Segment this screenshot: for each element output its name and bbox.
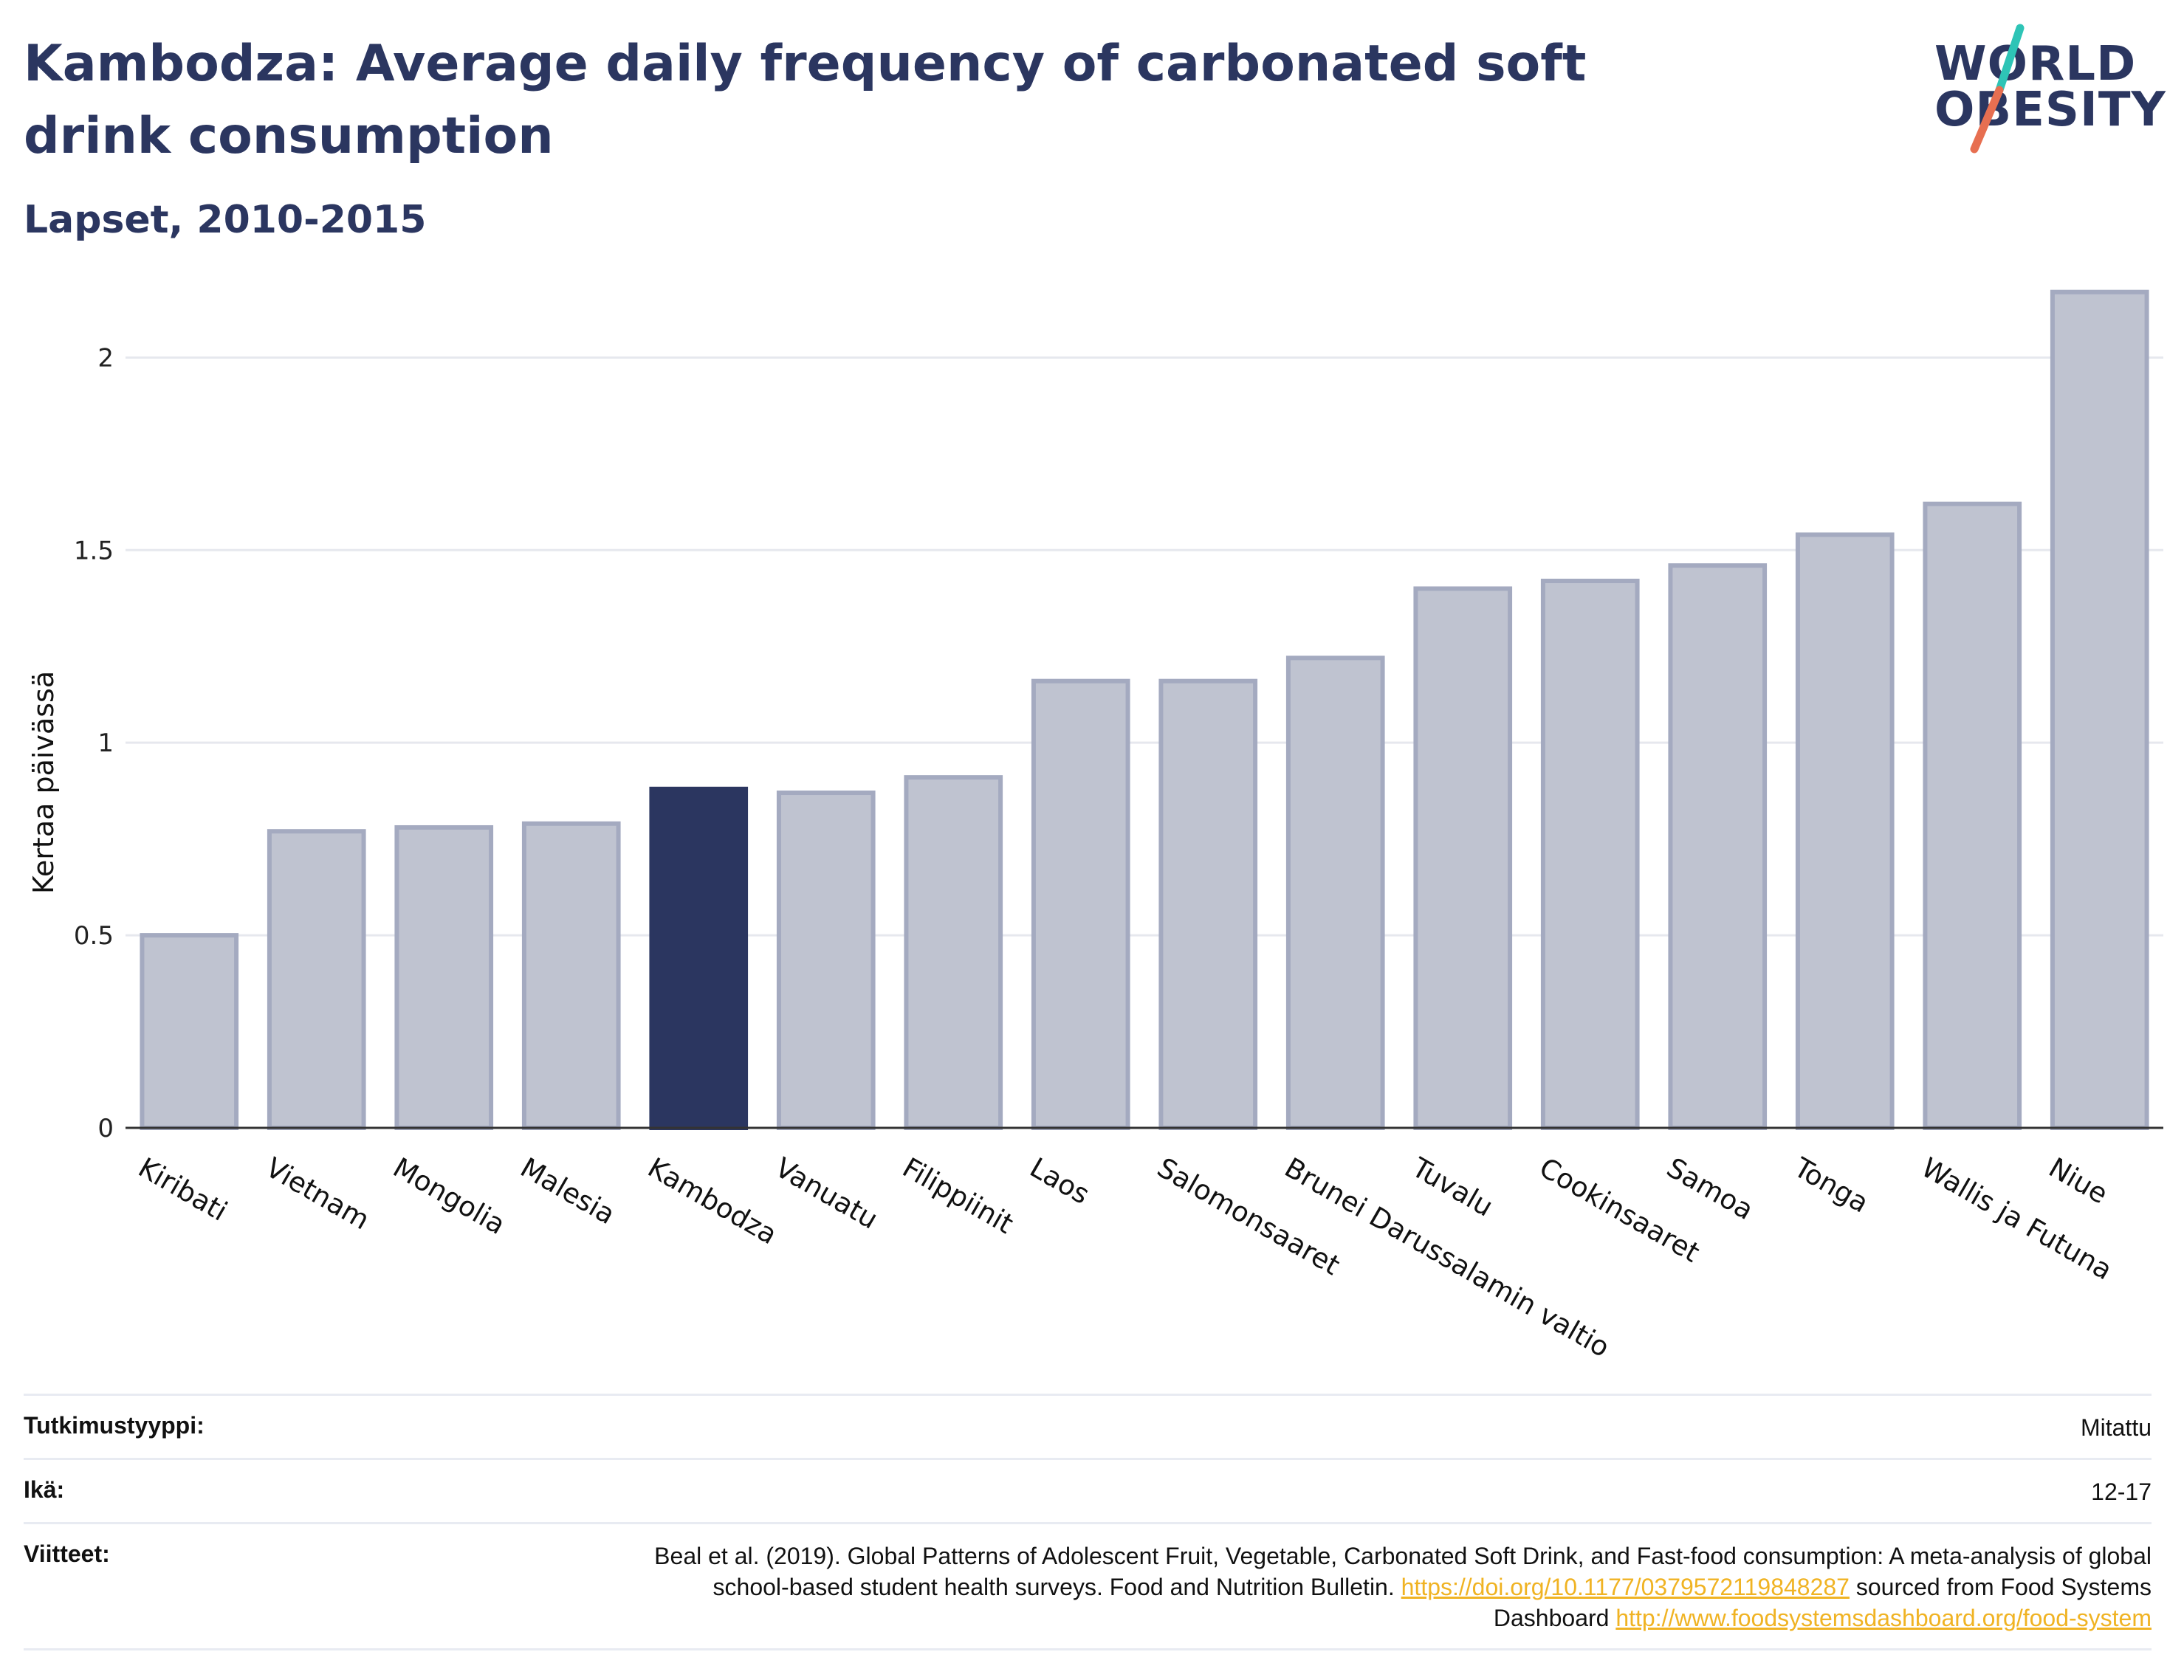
bar [1668, 563, 1768, 1130]
x-tick-label: Niue [2044, 1151, 2113, 1210]
bar [267, 829, 366, 1130]
bar [394, 824, 494, 1130]
bar [904, 775, 1003, 1130]
study-type-label: Tutkimustyyppi: [24, 1412, 205, 1439]
x-tick-label: Tuvalu [1406, 1151, 1498, 1223]
doi-link[interactable]: https://doi.org/10.1177/0379572119848287 [1401, 1574, 1850, 1600]
bar-highlight [649, 786, 749, 1130]
bar [1285, 655, 1385, 1130]
chart-title: Kambodza: Average daily frequency of car… [24, 35, 1587, 165]
bars [140, 289, 2149, 1131]
bar [1923, 501, 2022, 1130]
world-obesity-logo: WORLD OBESITY [1920, 22, 2171, 155]
references-value: Beal et al. (2019). Global Patterns of A… [601, 1540, 2152, 1633]
x-tick-labels: Kiribati Vietnam Mongolia Malesia KambodzaVa… [133, 1151, 2118, 1364]
chart-subtitle: Lapset, 2010-2015 [24, 198, 427, 242]
references-row: Viitteet: Beal et al. (2019). Global Pat… [24, 1522, 2152, 1650]
bar [1413, 586, 1513, 1131]
y-tick-label: 2 [97, 343, 114, 373]
age-value: 12-17 [2091, 1478, 2152, 1505]
x-tick-label: Kiribati [133, 1151, 233, 1228]
bar [1540, 579, 1640, 1130]
y-tick-label: 1 [97, 729, 114, 758]
x-tick-label: Malesia [515, 1151, 621, 1230]
x-tick-label: Mongolia [388, 1151, 510, 1241]
age-label: Ikä: [24, 1476, 65, 1503]
y-tick-label: 1.5 [74, 536, 114, 565]
bar [1795, 532, 1895, 1130]
bar [1031, 678, 1130, 1130]
logo-slash-icon [1970, 24, 2025, 154]
metadata-table: Tutkimustyyppi: Mitattu Ikä: 12-17 Viitt… [24, 1394, 2152, 1650]
bar [140, 933, 239, 1130]
x-tick-label: Laos [1025, 1151, 1095, 1211]
x-tick-label: Vanuatu [770, 1151, 884, 1236]
age-row: Ikä: 12-17 [24, 1458, 2152, 1522]
study-type-row: Tutkimustyyppi: Mitattu [24, 1394, 2152, 1458]
reference-source-text: sourced from Food Systems Dashboard [1493, 1574, 2152, 1631]
x-tick-label: Kambodza [642, 1151, 783, 1250]
x-tick-label: Samoa [1661, 1151, 1759, 1226]
references-label: Viitteet: [24, 1540, 110, 1567]
study-type-value: Mitattu [2080, 1414, 2152, 1441]
y-tick-labels: 0 0.5 1 1.5 2 [74, 343, 114, 1143]
dashboard-link[interactable]: http://www.foodsystemsdashboard.org/food… [1615, 1605, 2152, 1631]
y-tick-label: 0.5 [74, 921, 114, 951]
bar [2050, 289, 2149, 1131]
x-tick-label: Tonga [1788, 1151, 1874, 1219]
y-tick-label: 0 [97, 1114, 114, 1143]
bar [1158, 678, 1258, 1130]
x-tick-label: Filippiinit [897, 1151, 1019, 1240]
logo-line-1: WORLD [1934, 37, 2137, 92]
bar-chart: 0 0.5 1 1.5 2 Kiribati Vietnam Mongolia Malesia… [27, 289, 2163, 1364]
reference-text: Beal et al. (2019). Global Patterns of A… [654, 1543, 2152, 1600]
bar [521, 821, 621, 1130]
x-tick-label: Vietnam [261, 1151, 375, 1236]
logo-line-2: OBESITY [1934, 83, 2166, 137]
y-axis-label: Kertaa päivässä [27, 671, 60, 894]
bar [776, 791, 876, 1130]
